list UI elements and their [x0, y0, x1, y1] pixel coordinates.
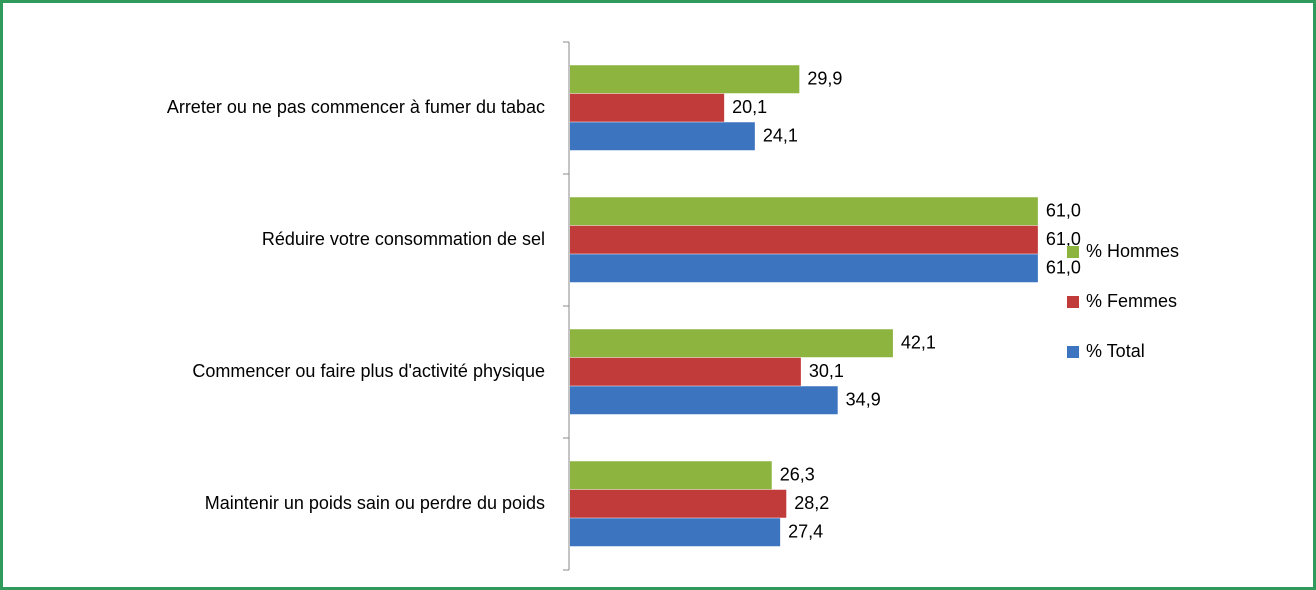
- value-label: 61,0: [1046, 257, 1081, 277]
- legend-label: % Total: [1086, 341, 1145, 361]
- legend-swatch: [1067, 346, 1079, 358]
- value-label: 24,1: [763, 125, 798, 145]
- category-label: Commencer ou faire plus d'activité physi…: [192, 361, 545, 381]
- bar: [570, 65, 800, 94]
- value-label: 61,0: [1046, 229, 1081, 249]
- value-label: 30,1: [809, 361, 844, 381]
- value-label: 29,9: [807, 68, 842, 88]
- value-label: 61,0: [1046, 200, 1081, 220]
- legend-swatch: [1067, 296, 1079, 308]
- value-label: 34,9: [846, 389, 881, 409]
- bar: [570, 254, 1038, 283]
- category-label: Réduire votre consommation de sel: [262, 229, 545, 249]
- bar: [570, 518, 781, 547]
- bar: [570, 461, 772, 490]
- category-label: Arreter ou ne pas commencer à fumer du t…: [167, 97, 545, 117]
- legend-label: % Hommes: [1086, 241, 1179, 261]
- bar: [570, 329, 893, 358]
- legend-swatch: [1067, 246, 1079, 258]
- bar: [570, 357, 801, 386]
- category-label: Maintenir un poids sain ou perdre du poi…: [205, 493, 545, 513]
- bar: [570, 197, 1038, 226]
- legend-label: % Femmes: [1086, 291, 1177, 311]
- bar: [570, 489, 787, 518]
- bar: [570, 93, 725, 122]
- value-label: 26,3: [780, 464, 815, 484]
- bar: [570, 122, 755, 151]
- bar: [570, 386, 838, 415]
- value-label: 42,1: [901, 332, 936, 352]
- bar: [570, 225, 1038, 254]
- value-label: 28,2: [794, 493, 829, 513]
- value-label: 27,4: [788, 521, 823, 541]
- value-label: 20,1: [732, 97, 767, 117]
